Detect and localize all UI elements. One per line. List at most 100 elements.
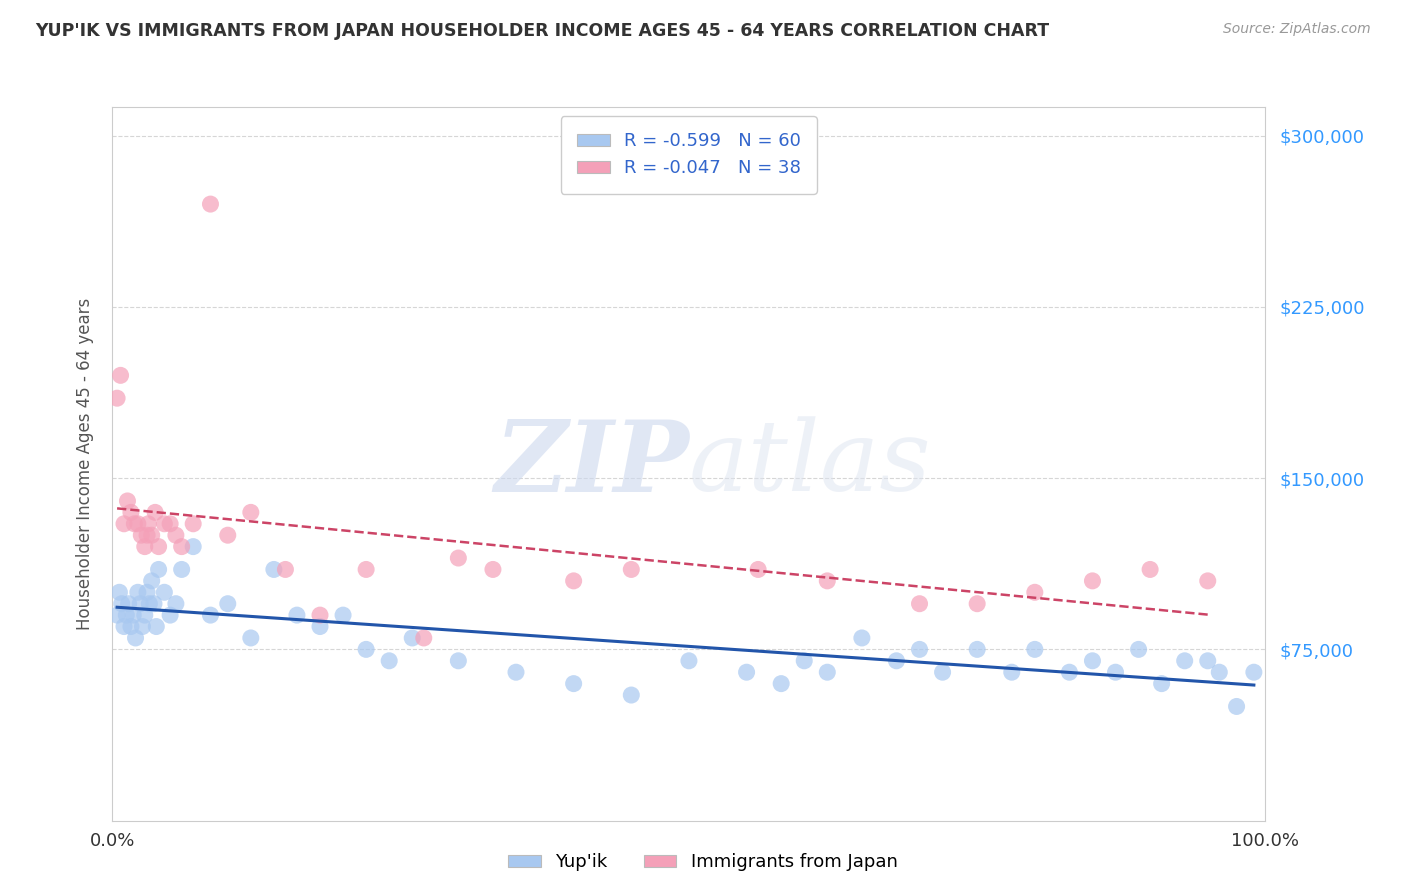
Point xyxy=(159,516,181,531)
Point xyxy=(129,597,152,611)
Point xyxy=(1208,665,1230,680)
Point xyxy=(1024,585,1046,599)
Point xyxy=(1081,574,1104,588)
Point xyxy=(105,391,128,405)
Point xyxy=(181,540,204,554)
Point xyxy=(217,528,239,542)
Point xyxy=(117,494,139,508)
Point xyxy=(1174,654,1197,668)
Point xyxy=(153,585,176,599)
Point xyxy=(112,619,135,633)
Point xyxy=(112,516,135,531)
Point xyxy=(378,654,401,668)
Point xyxy=(170,562,193,576)
Point xyxy=(136,585,159,599)
Point xyxy=(1128,642,1150,657)
Point xyxy=(354,642,377,657)
Point xyxy=(412,631,434,645)
Point xyxy=(217,597,239,611)
Text: ZIP: ZIP xyxy=(494,416,689,512)
Point xyxy=(129,528,153,542)
Point xyxy=(127,516,149,531)
Point xyxy=(309,608,332,623)
Point xyxy=(200,197,222,211)
Point xyxy=(239,631,262,645)
Text: Source: ZipAtlas.com: Source: ZipAtlas.com xyxy=(1223,22,1371,37)
Point xyxy=(620,562,643,576)
Point xyxy=(134,540,156,554)
Legend: Yup'ik, Immigrants from Japan: Yup'ik, Immigrants from Japan xyxy=(501,847,905,879)
Point xyxy=(145,619,167,633)
Point xyxy=(110,368,132,383)
Point xyxy=(1001,665,1024,680)
Point xyxy=(401,631,423,645)
Point xyxy=(181,516,204,531)
Point xyxy=(136,528,159,542)
Point xyxy=(239,505,262,519)
Point xyxy=(886,654,908,668)
Point xyxy=(138,597,160,611)
Point xyxy=(332,608,354,623)
Point xyxy=(1150,676,1173,690)
Point xyxy=(966,597,988,611)
Point xyxy=(148,540,170,554)
Point xyxy=(482,562,505,576)
Point xyxy=(1104,665,1126,680)
Point xyxy=(354,562,377,576)
Point xyxy=(159,608,181,623)
Point xyxy=(447,551,470,566)
Point xyxy=(274,562,297,576)
Point xyxy=(200,608,222,623)
Point xyxy=(120,619,142,633)
Point xyxy=(134,608,156,623)
Point xyxy=(447,654,470,668)
Point xyxy=(908,642,931,657)
Point xyxy=(143,597,166,611)
Point xyxy=(747,562,769,576)
Point xyxy=(141,574,163,588)
Text: atlas: atlas xyxy=(689,417,932,511)
Point xyxy=(735,665,758,680)
Point xyxy=(1024,642,1046,657)
Point xyxy=(1059,665,1081,680)
Point xyxy=(770,676,793,690)
Point xyxy=(148,562,170,576)
Point xyxy=(562,574,585,588)
Point xyxy=(851,631,873,645)
Point xyxy=(620,688,643,702)
Point xyxy=(285,608,308,623)
Point xyxy=(127,585,149,599)
Point xyxy=(153,516,176,531)
Point xyxy=(170,540,193,554)
Point xyxy=(122,608,145,623)
Point xyxy=(141,528,163,542)
Point xyxy=(815,574,838,588)
Point xyxy=(115,608,138,623)
Point xyxy=(131,619,153,633)
Point xyxy=(108,585,131,599)
Point xyxy=(105,608,128,623)
Point xyxy=(505,665,527,680)
Legend: R = -0.599   N = 60, R = -0.047   N = 38: R = -0.599 N = 60, R = -0.047 N = 38 xyxy=(561,116,817,194)
Point xyxy=(165,528,187,542)
Point xyxy=(165,597,187,611)
Point xyxy=(1243,665,1265,680)
Point xyxy=(562,676,585,690)
Point xyxy=(1226,699,1249,714)
Point xyxy=(966,642,988,657)
Y-axis label: Householder Income Ages 45 - 64 years: Householder Income Ages 45 - 64 years xyxy=(76,298,94,630)
Point xyxy=(120,505,142,519)
Point xyxy=(124,631,146,645)
Point xyxy=(111,597,134,611)
Point xyxy=(678,654,700,668)
Point xyxy=(1081,654,1104,668)
Point xyxy=(815,665,838,680)
Point xyxy=(908,597,931,611)
Point xyxy=(117,597,139,611)
Point xyxy=(263,562,285,576)
Point xyxy=(1139,562,1161,576)
Point xyxy=(1197,574,1219,588)
Point xyxy=(1197,654,1219,668)
Point xyxy=(931,665,953,680)
Point xyxy=(793,654,815,668)
